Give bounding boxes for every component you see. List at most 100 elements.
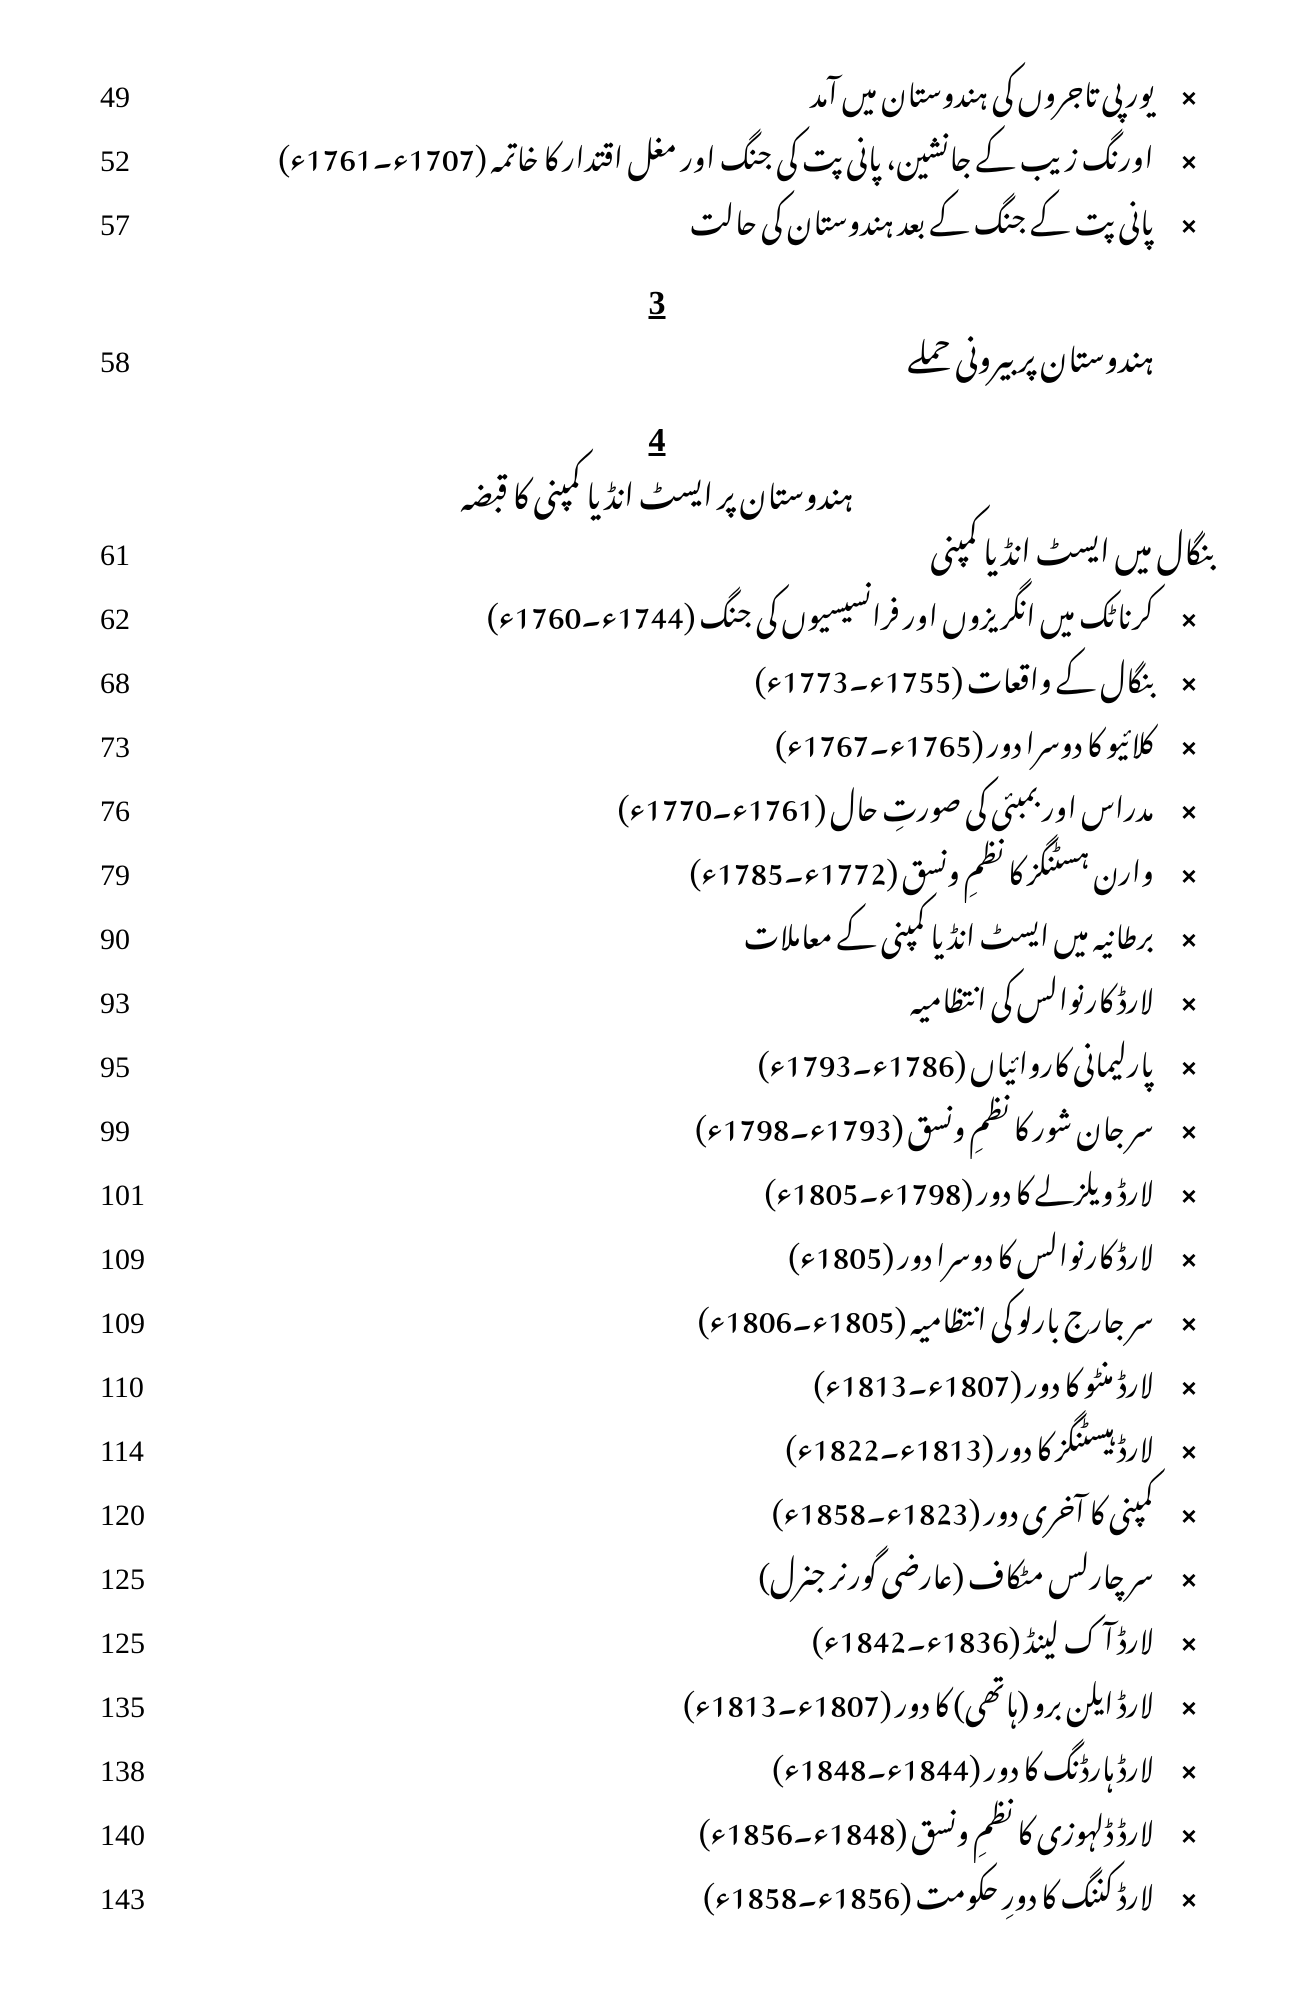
bullet-icon: ×: [1164, 1117, 1214, 1148]
entry-text: لارڈ ڈلہوزی کا نظمِ ونسق (1848ء۔1856ء): [180, 1808, 1164, 1844]
page-number: 110: [100, 1370, 180, 1406]
page-number: 135: [100, 1690, 180, 1726]
toc-row: ×کمپنی کا آخری دور (1823ء۔1858ء)120: [100, 1488, 1214, 1534]
toc-row: ×کلائیو کا دوسرا دور (1765ء۔1767ء)73: [100, 720, 1214, 766]
toc-row: × یورپی تاجروں کی ہندوستان میں آمد 49: [100, 70, 1214, 116]
bullet-icon: ×: [1164, 669, 1214, 700]
page-number: 90: [100, 922, 180, 958]
toc-row: ×لارڈ کارنوالس کی انتظامیہ93: [100, 976, 1214, 1022]
chapter-title-row: ہندوستان پر بیرونی حملے 58: [100, 333, 1214, 381]
bullet-icon: ×: [1164, 925, 1214, 956]
entry-text: لارڈ ایلن برو (ہاتھی) کا دور (1807ء۔1813…: [180, 1680, 1164, 1716]
toc-row: ×برطانیہ میں ایسٹ انڈیا کمپنی کے معاملات…: [100, 912, 1214, 958]
page-number: 57: [100, 208, 180, 244]
entry-text: اورنگ زیب کے جانشین، پانی پت کی جنگ اور …: [180, 134, 1164, 170]
page-number: 68: [100, 666, 180, 702]
bullet-icon: ×: [1164, 1885, 1214, 1916]
bullet-icon: ×: [1164, 1821, 1214, 1852]
page-number: 138: [100, 1754, 180, 1790]
bullet-icon: ×: [1164, 797, 1214, 828]
chapter4-entries: ×کرناٹک میں انگریزوں اور فرانسیسیوں کی ج…: [100, 592, 1214, 1918]
bullet-icon: ×: [1164, 1565, 1214, 1596]
bullet-icon: ×: [1164, 1053, 1214, 1084]
page-number: 58: [100, 345, 180, 381]
section-heading-text: بنگال میں ایسٹ انڈیا کمپنی: [180, 526, 1214, 564]
bullet-icon: ×: [1164, 1757, 1214, 1788]
entry-text: لارڈ کارنوالس کی انتظامیہ: [180, 976, 1164, 1012]
bullet-icon: ×: [1164, 1245, 1214, 1276]
bullet-icon: ×: [1164, 989, 1214, 1020]
page-number: 114: [100, 1434, 180, 1470]
entry-text: وارن ہسٹنگز کا نظمِ ونسق (1772ء۔1785ء): [180, 848, 1164, 884]
entry-text: لارڈ ہارڈنگ کا دور (1844ء۔1848ء): [180, 1744, 1164, 1780]
bullet-icon: ×: [1164, 1693, 1214, 1724]
page-number: 125: [100, 1626, 180, 1662]
entry-text: کلائیو کا دوسرا دور (1765ء۔1767ء): [180, 720, 1164, 756]
page-number: 99: [100, 1114, 180, 1150]
page-number: 93: [100, 986, 180, 1022]
entry-text: سر جان شور کا نظمِ ونسق (1793ء۔1798ء): [180, 1104, 1164, 1140]
entry-text: مدراس اور بمبئی کی صورتِ حال (1761ء۔1770…: [180, 784, 1164, 820]
entry-text: سر جارج بارلو کی انتظامیہ (1805ء۔1806ء): [180, 1296, 1164, 1332]
page-number: 95: [100, 1050, 180, 1086]
entry-text: بنگال کے واقعات (1755ء۔1773ء): [180, 656, 1164, 692]
chapter-title: ہندوستان پر ایسٹ انڈیا کمپنی کا قبضہ: [100, 470, 1214, 508]
page-number: 109: [100, 1242, 180, 1278]
bullet-icon: ×: [1164, 83, 1214, 114]
bullet-icon: ×: [1164, 1373, 1214, 1404]
chapter-title: ہندوستان پر بیرونی حملے: [180, 333, 1214, 371]
bullet-icon: ×: [1164, 1437, 1214, 1468]
toc-row: × اورنگ زیب کے جانشین، پانی پت کی جنگ او…: [100, 134, 1214, 180]
section-heading-row: بنگال میں ایسٹ انڈیا کمپنی 61: [100, 526, 1214, 574]
toc-row: ×لارڈ کننگ کا دورِ حکومت (1856ء۔1858ء)14…: [100, 1872, 1214, 1918]
page-number: 120: [100, 1498, 180, 1534]
entry-text: لارڈ ہیسٹنگز کا دور (1813ء۔1822ء): [180, 1424, 1164, 1460]
entry-text: لارڈ کارنوالس کا دوسرا دور (1805ء): [180, 1232, 1164, 1268]
toc-row: ×بنگال کے واقعات (1755ء۔1773ء)68: [100, 656, 1214, 702]
page-number: 49: [100, 80, 180, 116]
bullet-icon: ×: [1164, 605, 1214, 636]
toc-row: ×لارڈ ڈلہوزی کا نظمِ ونسق (1848ء۔1856ء)1…: [100, 1808, 1214, 1854]
page-number: 52: [100, 144, 180, 180]
page-number: 62: [100, 602, 180, 638]
bullet-icon: ×: [1164, 1181, 1214, 1212]
toc-row: × پانی پت کے جنگ کے بعد ہندوستان کی حالت…: [100, 198, 1214, 244]
top-entries: × یورپی تاجروں کی ہندوستان میں آمد 49 × …: [100, 70, 1214, 244]
page-number: 79: [100, 858, 180, 894]
toc-row: ×لارڈ ہیسٹنگز کا دور (1813ء۔1822ء)114: [100, 1424, 1214, 1470]
toc-row: ×لارڈ ویلزلے کا دور (1798ء۔1805ء)101: [100, 1168, 1214, 1214]
entry-text: لارڈ منٹو کا دور (1807ء۔1813ء): [180, 1360, 1164, 1396]
toc-row: ×پارلیمانی کاروائیاں (1786ء۔1793ء)95: [100, 1040, 1214, 1086]
entry-text: یورپی تاجروں کی ہندوستان میں آمد: [180, 70, 1164, 106]
entry-text: کرناٹک میں انگریزوں اور فرانسیسیوں کی جن…: [180, 592, 1164, 628]
bullet-icon: ×: [1164, 733, 1214, 764]
entry-text: لارڈ ویلزلے کا دور (1798ء۔1805ء): [180, 1168, 1164, 1204]
page-number: 143: [100, 1882, 180, 1918]
entry-text: برطانیہ میں ایسٹ انڈیا کمپنی کے معاملات: [180, 912, 1164, 948]
toc-row: ×کرناٹک میں انگریزوں اور فرانسیسیوں کی ج…: [100, 592, 1214, 638]
entry-text: لارڈ آک لینڈ (1836ء۔1842ء): [180, 1616, 1164, 1652]
bullet-icon: ×: [1164, 1309, 1214, 1340]
entry-text: سر چارلس مٹکاف (عارضی گورنر جنرل): [180, 1552, 1164, 1588]
entry-text: کمپنی کا آخری دور (1823ء۔1858ء): [180, 1488, 1164, 1524]
toc-row: ×مدراس اور بمبئی کی صورتِ حال (1761ء۔177…: [100, 784, 1214, 830]
page-number: 73: [100, 730, 180, 766]
toc-row: ×سر جان شور کا نظمِ ونسق (1793ء۔1798ء)99: [100, 1104, 1214, 1150]
bullet-icon: ×: [1164, 147, 1214, 178]
page-number: 109: [100, 1306, 180, 1342]
toc-row: ×سر جارج بارلو کی انتظامیہ (1805ء۔1806ء)…: [100, 1296, 1214, 1342]
page-number: 140: [100, 1818, 180, 1854]
toc-row: ×وارن ہسٹنگز کا نظمِ ونسق (1772ء۔1785ء)7…: [100, 848, 1214, 894]
bullet-icon: ×: [1164, 211, 1214, 242]
toc-row: ×سر چارلس مٹکاف (عارضی گورنر جنرل)125: [100, 1552, 1214, 1598]
page-number: 125: [100, 1562, 180, 1598]
entry-text: پانی پت کے جنگ کے بعد ہندوستان کی حالت: [180, 198, 1164, 234]
page-number: 61: [100, 538, 180, 574]
bullet-icon: ×: [1164, 1501, 1214, 1532]
entry-text: لارڈ کننگ کا دورِ حکومت (1856ء۔1858ء): [180, 1872, 1164, 1908]
toc-row: ×لارڈ کارنوالس کا دوسرا دور (1805ء)109: [100, 1232, 1214, 1278]
page-number: 101: [100, 1178, 180, 1214]
entry-text: پارلیمانی کاروائیاں (1786ء۔1793ء): [180, 1040, 1164, 1076]
toc-row: ×لارڈ آک لینڈ (1836ء۔1842ء)125: [100, 1616, 1214, 1662]
page-number: 76: [100, 794, 180, 830]
